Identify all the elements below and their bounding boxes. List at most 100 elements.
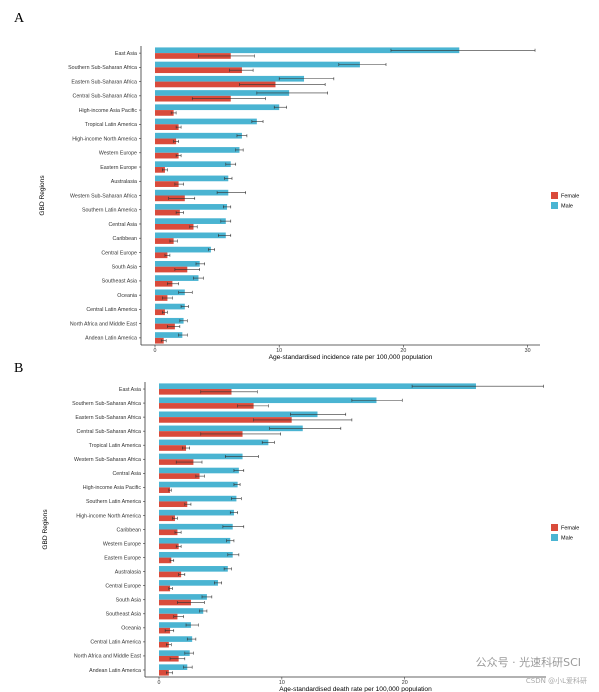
bar-female-high-income-asia-pacific [155,110,174,116]
legend-label-female: Female [561,526,579,532]
bar-female-eastern-sub-saharan-africa [155,81,276,88]
bar-male-central-sub-saharan-africa [155,90,290,96]
bar-female-north-africa-and-middle-east [159,655,179,662]
bar-female-southeast-asia [159,613,178,620]
bar-female-south-asia [155,266,188,273]
category-label-southern-sub-saharan-africa: Southern Sub-Saharan Africa [68,65,137,71]
legend-label-male: Male [561,536,573,542]
category-label-western-europe: Western Europe [99,151,137,157]
bar-female-central-latin-america [155,309,165,316]
category-label-north-africa-and-middle-east: North Africa and Middle East [74,654,142,660]
category-label-tropical-latin-america: Tropical Latin America [85,122,137,128]
category-label-southern-latin-america: Southern Latin America [86,499,141,505]
category-label-central-europe: Central Europe [105,583,141,589]
bar-male-central-asia [159,467,239,474]
bar-female-southern-sub-saharan-africa [155,67,242,74]
bar-female-andean-latin-america [155,337,164,344]
category-label-western-sub-saharan-africa: Western Sub-Saharan Africa [74,457,141,463]
bar-female-southern-latin-america [155,209,180,216]
bar-male-southeast-asia [159,608,204,614]
bar-female-western-europe [159,543,179,550]
category-label-southern-latin-america: Southern Latin America [82,208,137,214]
legend-label-female: Female [561,194,579,200]
bar-female-southern-latin-america [159,501,188,508]
bar-male-central-europe [159,580,218,586]
bar-male-southeast-asia [155,275,199,281]
bar-male-andean-latin-america [159,664,188,670]
bar-female-eastern-europe [159,557,172,564]
bar-male-southern-latin-america [155,204,228,210]
bar-female-southern-sub-saharan-africa [159,403,254,409]
bar-male-caribbean [155,232,226,239]
category-label-high-income-asia-pacific: High-income Asia Pacific [79,108,138,114]
category-label-eastern-sub-saharan-africa: Eastern Sub-Saharan Africa [75,415,141,421]
bar-male-southern-sub-saharan-africa [155,61,360,68]
bar-female-eastern-sub-saharan-africa [159,417,292,423]
panel-a: A 0 10 20 30 Age-standardised incidence rate … [14,11,579,361]
category-label-central-asia: Central Asia [108,222,137,228]
bar-male-western-sub-saharan-africa [159,453,243,460]
category-label-eastern-europe: Eastern Europe [100,165,137,171]
category-label-southeast-asia: Southeast Asia [106,612,141,618]
bar-female-western-europe [155,152,179,159]
bar-male-western-europe [159,537,231,544]
bar-male-southern-sub-saharan-africa [159,397,377,404]
bar-female-high-income-north-america [155,138,177,145]
bar-male-central-asia [155,218,226,224]
bar-male-central-europe [155,246,211,253]
category-label-western-europe: Western Europe [103,541,141,547]
bar-female-central-asia [155,223,194,230]
bar-female-central-europe [159,585,171,592]
category-label-south-asia: South Asia [112,264,137,270]
category-label-high-income-north-america: High-income North America [72,136,137,142]
bar-female-southeast-asia [155,280,173,287]
bar-male-oceania [155,289,185,296]
bar-male-southern-latin-america [159,495,237,502]
category-label-east-asia: East Asia [119,387,141,393]
bar-female-caribbean [159,529,178,536]
bar-male-north-africa-and-middle-east [159,650,190,656]
category-label-eastern-europe: Eastern Europe [104,555,141,561]
bar-male-high-income-asia-pacific [155,104,280,111]
legend-swatch-male [551,202,558,209]
category-label-central-sub-saharan-africa: Central Sub-Saharan Africa [73,94,138,100]
bar-female-oceania [159,627,171,634]
bar-male-eastern-sub-saharan-africa [155,75,305,82]
legend-swatch-male [551,534,558,541]
panel-letter: A [14,11,25,26]
bar-female-east-asia [159,389,232,395]
bar-male-western-europe [155,147,240,153]
bar-female-australasia [155,181,179,187]
x-tick-label: 30 [525,348,531,354]
panel-letter: B [14,361,23,376]
bar-male-eastern-europe [159,551,233,558]
category-label-andean-latin-america: Andean Latin America [85,336,137,342]
category-label-southern-sub-saharan-africa: Southern Sub-Saharan Africa [72,401,141,407]
category-label-caribbean: Caribbean [113,236,137,242]
category-label-central-asia: Central Asia [112,471,141,477]
bar-male-south-asia [159,594,207,600]
bar-female-central-latin-america [159,641,169,648]
bar-male-australasia [159,566,228,572]
bar-male-andean-latin-america [155,332,183,338]
bar-male-high-income-north-america [155,132,242,139]
x-tick-label: 10 [279,680,285,686]
x-tick-label: 0 [154,348,157,354]
bar-female-tropical-latin-america [155,124,179,131]
bar-female-oceania [155,295,168,301]
legend-label-male: Male [561,204,573,210]
bar-female-andean-latin-america [159,669,169,676]
bar-male-high-income-asia-pacific [159,481,238,488]
category-label-east-asia: East Asia [115,51,137,57]
bar-female-high-income-asia-pacific [159,487,171,493]
bar-female-east-asia [155,53,231,59]
bar-male-tropical-latin-america [159,439,269,446]
bar-male-western-sub-saharan-africa [155,189,229,196]
category-label-north-africa-and-middle-east: North Africa and Middle East [70,321,138,327]
category-label-central-europe: Central Europe [101,250,137,256]
legend-swatch-female [551,524,558,531]
bar-male-eastern-sub-saharan-africa [159,411,318,418]
category-label-oceania: Oceania [117,293,137,299]
